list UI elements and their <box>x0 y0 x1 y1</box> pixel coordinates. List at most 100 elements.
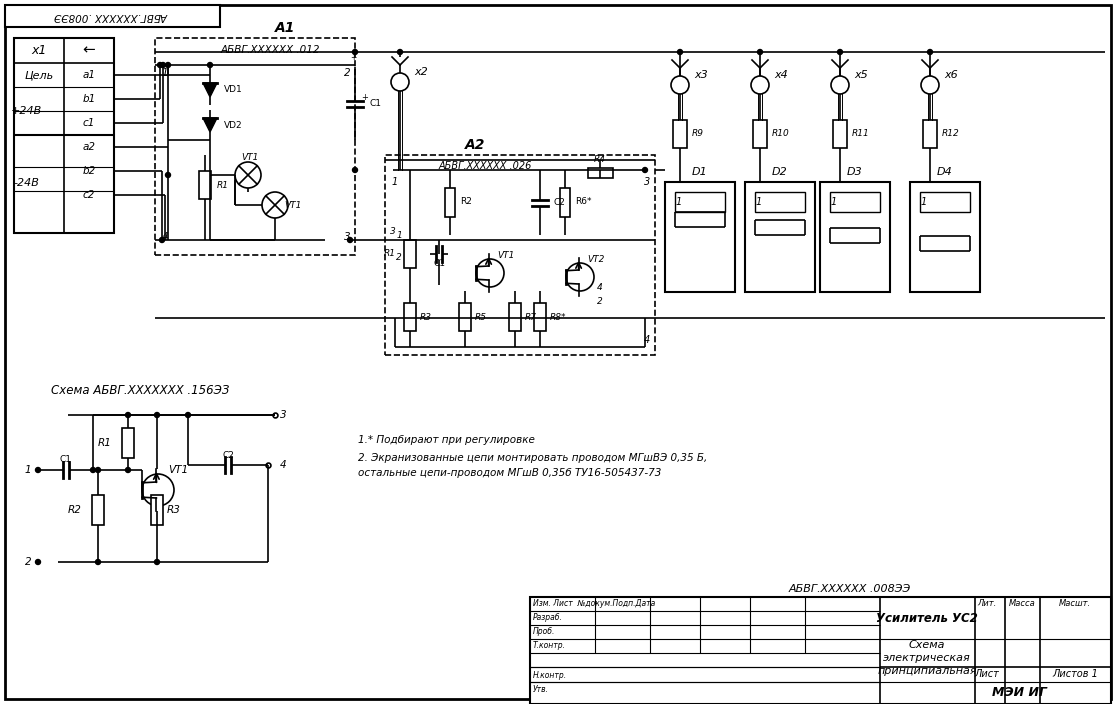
Bar <box>385 155 655 355</box>
Text: Масшт.: Масшт. <box>1059 600 1091 608</box>
Text: R12: R12 <box>942 130 960 139</box>
Text: a1: a1 <box>83 70 96 80</box>
Bar <box>530 597 1112 704</box>
Text: R3: R3 <box>420 313 432 322</box>
Text: C2: C2 <box>222 451 234 460</box>
Circle shape <box>677 49 683 54</box>
Polygon shape <box>203 118 217 132</box>
Bar <box>15 38 114 233</box>
Text: D2: D2 <box>772 167 788 177</box>
Text: Проб.: Проб. <box>533 627 556 636</box>
Text: a2: a2 <box>83 142 96 152</box>
Text: R4: R4 <box>594 154 606 163</box>
Circle shape <box>262 192 288 218</box>
Text: VT2: VT2 <box>587 255 605 263</box>
Circle shape <box>927 49 933 54</box>
Text: ←: ← <box>83 42 95 58</box>
Bar <box>830 192 881 212</box>
Text: 1: 1 <box>162 68 169 78</box>
Text: МЭИ ИГ: МЭИ ИГ <box>992 686 1048 700</box>
Bar <box>4 5 220 27</box>
Circle shape <box>391 73 408 91</box>
Text: x5: x5 <box>854 70 868 80</box>
Circle shape <box>36 560 40 565</box>
Bar <box>833 120 847 148</box>
Circle shape <box>125 467 131 472</box>
Text: 1: 1 <box>25 465 31 475</box>
Text: R8*: R8* <box>550 313 567 322</box>
Bar <box>820 182 889 292</box>
Text: Утв.: Утв. <box>533 686 549 695</box>
Text: 4: 4 <box>280 460 287 470</box>
Text: +24В: +24В <box>10 106 41 116</box>
Text: VT1: VT1 <box>498 251 514 260</box>
Text: D4: D4 <box>937 167 953 177</box>
Bar <box>122 428 134 458</box>
Circle shape <box>758 49 762 54</box>
Text: R3: R3 <box>167 505 181 515</box>
Bar <box>509 303 521 331</box>
Text: R5: R5 <box>475 313 487 322</box>
Text: +: + <box>349 53 356 61</box>
Circle shape <box>160 237 164 242</box>
Text: Цель: Цель <box>25 70 54 80</box>
Text: 4: 4 <box>597 282 603 291</box>
Bar <box>533 303 546 331</box>
Circle shape <box>353 49 357 54</box>
Text: x1: x1 <box>31 44 47 56</box>
Bar <box>923 120 937 148</box>
Text: Масса: Масса <box>1009 600 1036 608</box>
Text: 4: 4 <box>644 335 651 345</box>
Text: x2: x2 <box>414 67 427 77</box>
Bar <box>753 120 767 148</box>
Text: C1: C1 <box>369 99 381 108</box>
Circle shape <box>165 172 171 177</box>
Circle shape <box>161 63 165 68</box>
Text: D1: D1 <box>692 167 708 177</box>
Text: R7: R7 <box>525 313 537 322</box>
Text: 3: 3 <box>344 232 350 242</box>
Text: 2: 2 <box>25 557 31 567</box>
Text: Лит.: Лит. <box>978 600 997 608</box>
Circle shape <box>353 168 357 172</box>
Text: 2. Экранизованные цепи монтировать проводом МГшВЭ 0,35 Б,: 2. Экранизованные цепи монтировать прово… <box>358 453 708 463</box>
Text: b2: b2 <box>83 166 96 176</box>
Circle shape <box>90 467 96 472</box>
Circle shape <box>397 49 403 54</box>
Circle shape <box>566 263 594 291</box>
Circle shape <box>154 560 160 565</box>
Text: Схема: Схема <box>908 640 945 650</box>
Circle shape <box>837 49 843 54</box>
Text: 1: 1 <box>831 197 837 207</box>
Text: 1: 1 <box>396 230 402 239</box>
Text: C1: C1 <box>433 260 445 268</box>
Bar <box>665 182 735 292</box>
Circle shape <box>165 63 171 68</box>
Text: А1: А1 <box>275 21 296 35</box>
Text: C1: C1 <box>59 455 71 465</box>
Text: АБВГ.XXXXXX .008ЭЭ: АБВГ.XXXXXX .008ЭЭ <box>789 584 911 594</box>
Text: c2: c2 <box>83 190 95 200</box>
Text: 2: 2 <box>344 68 350 78</box>
Text: VD1: VD1 <box>224 85 243 94</box>
Text: b1: b1 <box>83 94 96 104</box>
Text: x3: x3 <box>694 70 708 80</box>
Bar <box>92 495 104 525</box>
Text: 1.* Подбирают при регулировке: 1.* Подбирают при регулировке <box>358 435 535 445</box>
Text: 2: 2 <box>597 298 603 306</box>
Circle shape <box>96 560 100 565</box>
Text: R11: R11 <box>852 130 869 139</box>
Bar <box>673 120 687 148</box>
Text: R2: R2 <box>68 505 81 515</box>
Bar <box>459 303 471 331</box>
Text: VT1: VT1 <box>285 201 301 210</box>
Text: 2: 2 <box>396 253 402 263</box>
Text: -24В: -24В <box>13 178 39 188</box>
Text: VD2: VD2 <box>224 120 242 130</box>
Circle shape <box>671 76 689 94</box>
Text: 4: 4 <box>162 232 169 242</box>
Text: 1: 1 <box>921 197 927 207</box>
Bar <box>920 192 970 212</box>
Text: VT1: VT1 <box>167 465 189 475</box>
Circle shape <box>154 413 160 417</box>
